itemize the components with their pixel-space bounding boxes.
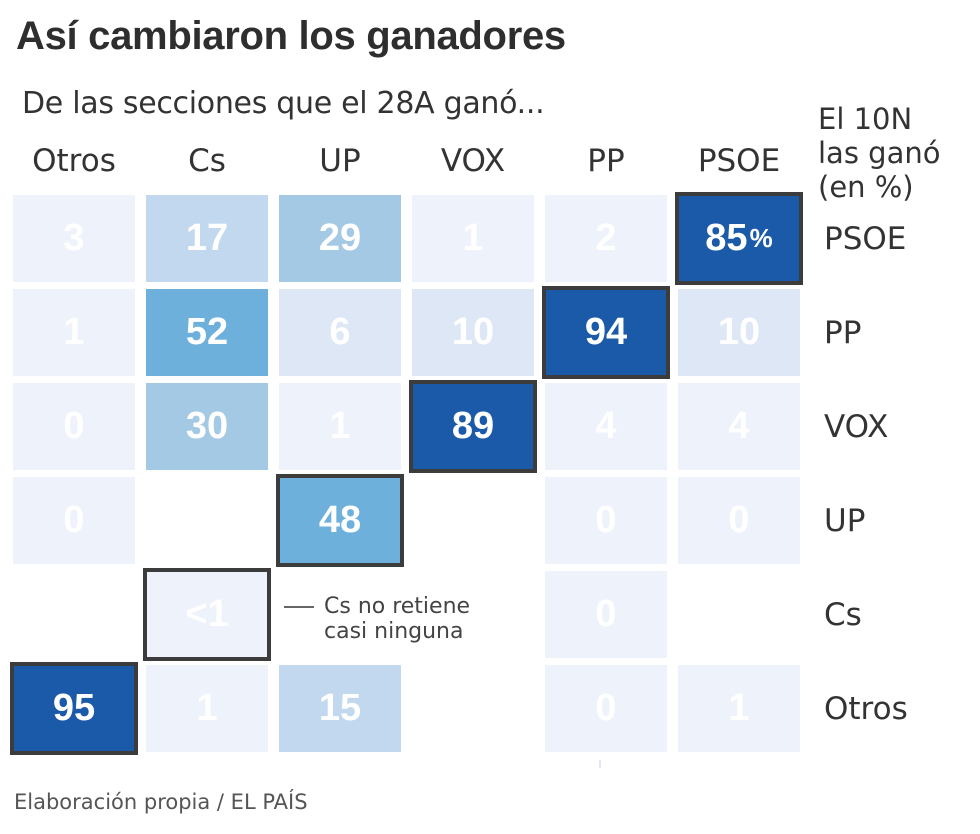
cell-value: 85 xyxy=(705,217,748,259)
cell-value: 10 xyxy=(717,311,761,353)
heatmap-cell: 48 xyxy=(276,474,404,567)
heatmap-cell: 1 xyxy=(412,195,534,282)
column-label-pp: PP xyxy=(587,143,625,179)
heatmap-cell: 4 xyxy=(678,383,800,470)
heatmap-cell: 29 xyxy=(279,195,401,282)
heatmap-cell: 6 xyxy=(279,289,401,376)
cell-value: 6 xyxy=(329,311,351,353)
chart-subtitle: De las secciones que el 28A ganó... xyxy=(22,86,545,121)
row-axis-title-line: El 10N xyxy=(818,102,913,136)
row-label-up: UP xyxy=(824,503,866,539)
annotation-line: Cs no retiene xyxy=(324,594,471,619)
annotation-line: casi ninguna xyxy=(324,619,464,644)
source-credit: Elaboración propia / EL PAÍS xyxy=(14,790,308,814)
heatmap-cell: 0 xyxy=(545,665,667,752)
cell-value: 30 xyxy=(185,405,229,447)
row-label-psoe: PSOE xyxy=(824,221,907,257)
heatmap-cell: 15 xyxy=(279,665,401,752)
heatmap-cell: <1 xyxy=(143,568,271,661)
heatmap-cell: 4 xyxy=(545,383,667,470)
heatmap-cell: 0 xyxy=(545,477,667,564)
cell-value: <1 xyxy=(185,593,229,635)
heatmap-cell: 2 xyxy=(545,195,667,282)
heatmap-cell: 1 xyxy=(279,383,401,470)
column-label-vox: VOX xyxy=(440,143,506,179)
heatmap-cell: 0 xyxy=(13,477,135,564)
annotation-leader-line xyxy=(284,606,314,608)
axis-tick xyxy=(599,760,601,768)
row-axis-title-line: las ganó xyxy=(818,136,941,170)
percent-sign: % xyxy=(749,223,773,253)
cell-value: 1 xyxy=(196,687,218,729)
chart-title: Así cambiaron los ganadores xyxy=(16,14,566,58)
cell-value: 4 xyxy=(595,405,617,447)
column-label-cs: Cs xyxy=(188,143,226,179)
heatmap-cell: 0 xyxy=(545,571,667,658)
column-label-up: UP xyxy=(319,143,361,179)
heatmap-cell: 94 xyxy=(542,286,670,379)
heatmap-cell: 89 xyxy=(409,380,537,473)
heatmap-cell: 1 xyxy=(13,289,135,376)
cell-value: 89 xyxy=(451,405,495,447)
heatmap-cell: 10 xyxy=(412,289,534,376)
annotation-text: Cs no retiene casi ninguna xyxy=(324,594,470,644)
heatmap-cell: 30 xyxy=(146,383,268,470)
heatmap-cell: 1 xyxy=(678,665,800,752)
cell-value: 1 xyxy=(329,405,351,447)
heatmap-cell: 10 xyxy=(678,289,800,376)
column-label-otros: Otros xyxy=(32,143,116,179)
heatmap-cell: 0 xyxy=(678,477,800,564)
heatmap-cell: 17 xyxy=(146,195,268,282)
cell-value: 29 xyxy=(318,217,362,259)
heatmap-cell: 85% xyxy=(675,192,803,285)
cell-value: 15 xyxy=(318,687,362,729)
cell-value: 3 xyxy=(63,217,85,259)
column-label-psoe: PSOE xyxy=(697,143,781,179)
cell-value: 1 xyxy=(63,311,85,353)
cell-value: 0 xyxy=(63,405,85,447)
cell-value: 94 xyxy=(584,311,628,353)
row-label-cs: Cs xyxy=(824,597,862,633)
heatmap-cell: 95 xyxy=(10,662,138,755)
row-label-pp: PP xyxy=(824,315,862,351)
cell-value: 0 xyxy=(63,499,85,541)
row-axis-title: El 10N las ganó (en %) xyxy=(818,102,978,204)
heatmap-cell: 3 xyxy=(13,195,135,282)
cell-value: 95 xyxy=(52,687,96,729)
cell-value: 1 xyxy=(728,687,750,729)
cell-value: 10 xyxy=(451,311,495,353)
cell-value: 52 xyxy=(185,311,229,353)
cell-value: 4 xyxy=(728,405,750,447)
cell-value: 1 xyxy=(462,217,484,259)
row-label-vox: VOX xyxy=(824,409,889,445)
heatmap-cell: 1 xyxy=(146,665,268,752)
cell-value: 2 xyxy=(595,217,617,259)
cell-value: 0 xyxy=(595,499,617,541)
cell-value: 0 xyxy=(595,593,617,635)
row-axis-title-line: (en %) xyxy=(818,170,914,204)
cell-value: 0 xyxy=(728,499,750,541)
cell-value: 0 xyxy=(595,687,617,729)
heatmap-cell: 52 xyxy=(146,289,268,376)
row-label-otros: Otros xyxy=(824,691,908,727)
cell-value: 17 xyxy=(185,217,229,259)
heatmap-cell: 0 xyxy=(13,383,135,470)
cell-value: 48 xyxy=(318,499,362,541)
